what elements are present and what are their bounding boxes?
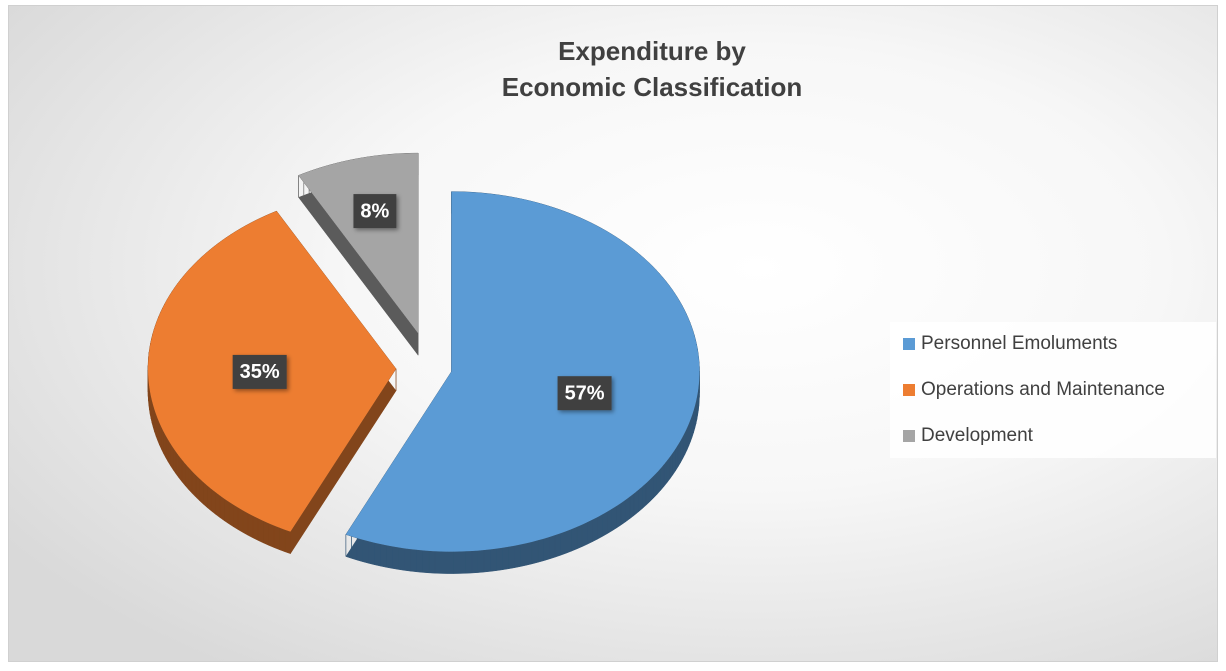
legend-label: Operations and Maintenance [921, 379, 1165, 400]
data-label-box [232, 354, 287, 389]
data-label-text: 35% [240, 361, 280, 383]
legend-swatch [903, 338, 915, 350]
data-label: 8% [353, 194, 397, 229]
chart-title: Economic Classification [502, 72, 803, 102]
legend-swatch [903, 384, 915, 396]
chart-title: Expenditure by [558, 36, 746, 66]
data-label: 57% [557, 376, 612, 411]
legend [890, 322, 1216, 458]
legend-swatch [903, 430, 915, 442]
slice [345, 191, 700, 552]
legend-label: Personnel Emoluments [921, 333, 1117, 354]
data-label-text: 57% [565, 382, 605, 404]
data-label: 35% [232, 354, 287, 389]
data-label-box [557, 376, 612, 411]
data-label-text: 8% [360, 200, 389, 222]
legend-label: Development [921, 425, 1034, 446]
data-label-box [353, 194, 397, 229]
